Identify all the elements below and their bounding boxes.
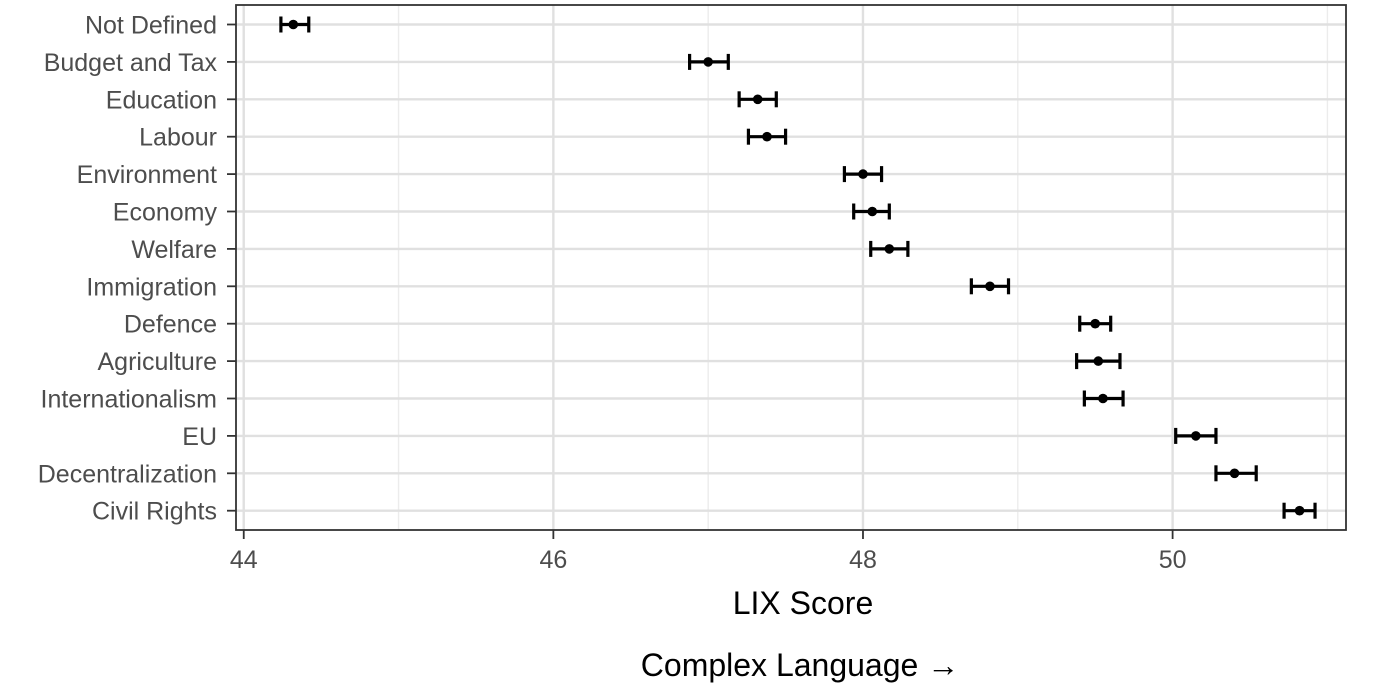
category-label: Labour (139, 124, 217, 152)
estimate-point (985, 281, 995, 292)
x-tick-label: 50 (1159, 546, 1187, 574)
category-label: Defence (124, 311, 217, 339)
error-bars (279, 16, 1317, 519)
x-axis-title: LIX Score (733, 585, 874, 621)
estimate-point (858, 169, 868, 179)
category-label: Immigration (86, 273, 217, 301)
category-label: Budget and Tax (44, 49, 218, 77)
category-label: Civil Rights (92, 498, 217, 526)
y-axis-ticks (227, 23, 236, 512)
grid-lines (236, 5, 1346, 530)
estimate-point (1229, 468, 1240, 479)
x-axis-ticks (242, 530, 1174, 539)
estimate-point (752, 94, 763, 105)
estimate-point (1191, 431, 1201, 441)
estimate-point (1090, 318, 1101, 329)
x-axis-tick-labels: 44 46 48 50 (230, 546, 1187, 574)
estimate-point (884, 244, 895, 254)
estimate-point (867, 206, 878, 217)
category-label: Economy (113, 199, 218, 227)
estimate-points (288, 19, 1305, 516)
plot-panel-border (235, 4, 1347, 531)
x-tick-label: 44 (230, 546, 258, 574)
category-label: Environment (77, 161, 217, 189)
estimate-point (703, 57, 713, 67)
category-label: Decentralization (38, 460, 217, 488)
x-tick-label: 48 (849, 546, 877, 574)
estimate-point (288, 19, 299, 30)
estimate-point (762, 131, 772, 142)
estimate-point (1098, 393, 1108, 404)
estimate-point (1294, 505, 1305, 516)
category-label: Agriculture (98, 348, 218, 376)
complex-language-note: Complex Language → (641, 647, 959, 683)
category-label: Internationalism (41, 386, 217, 414)
category-label: Education (106, 86, 217, 114)
x-tick-label: 46 (539, 546, 567, 574)
y-axis-category-labels: Not Defined Budget and Tax Education Labour… (38, 12, 218, 526)
estimate-point (1093, 356, 1104, 366)
category-label: Not Defined (85, 12, 217, 40)
category-label: Welfare (131, 236, 217, 264)
category-label: EU (182, 423, 217, 451)
